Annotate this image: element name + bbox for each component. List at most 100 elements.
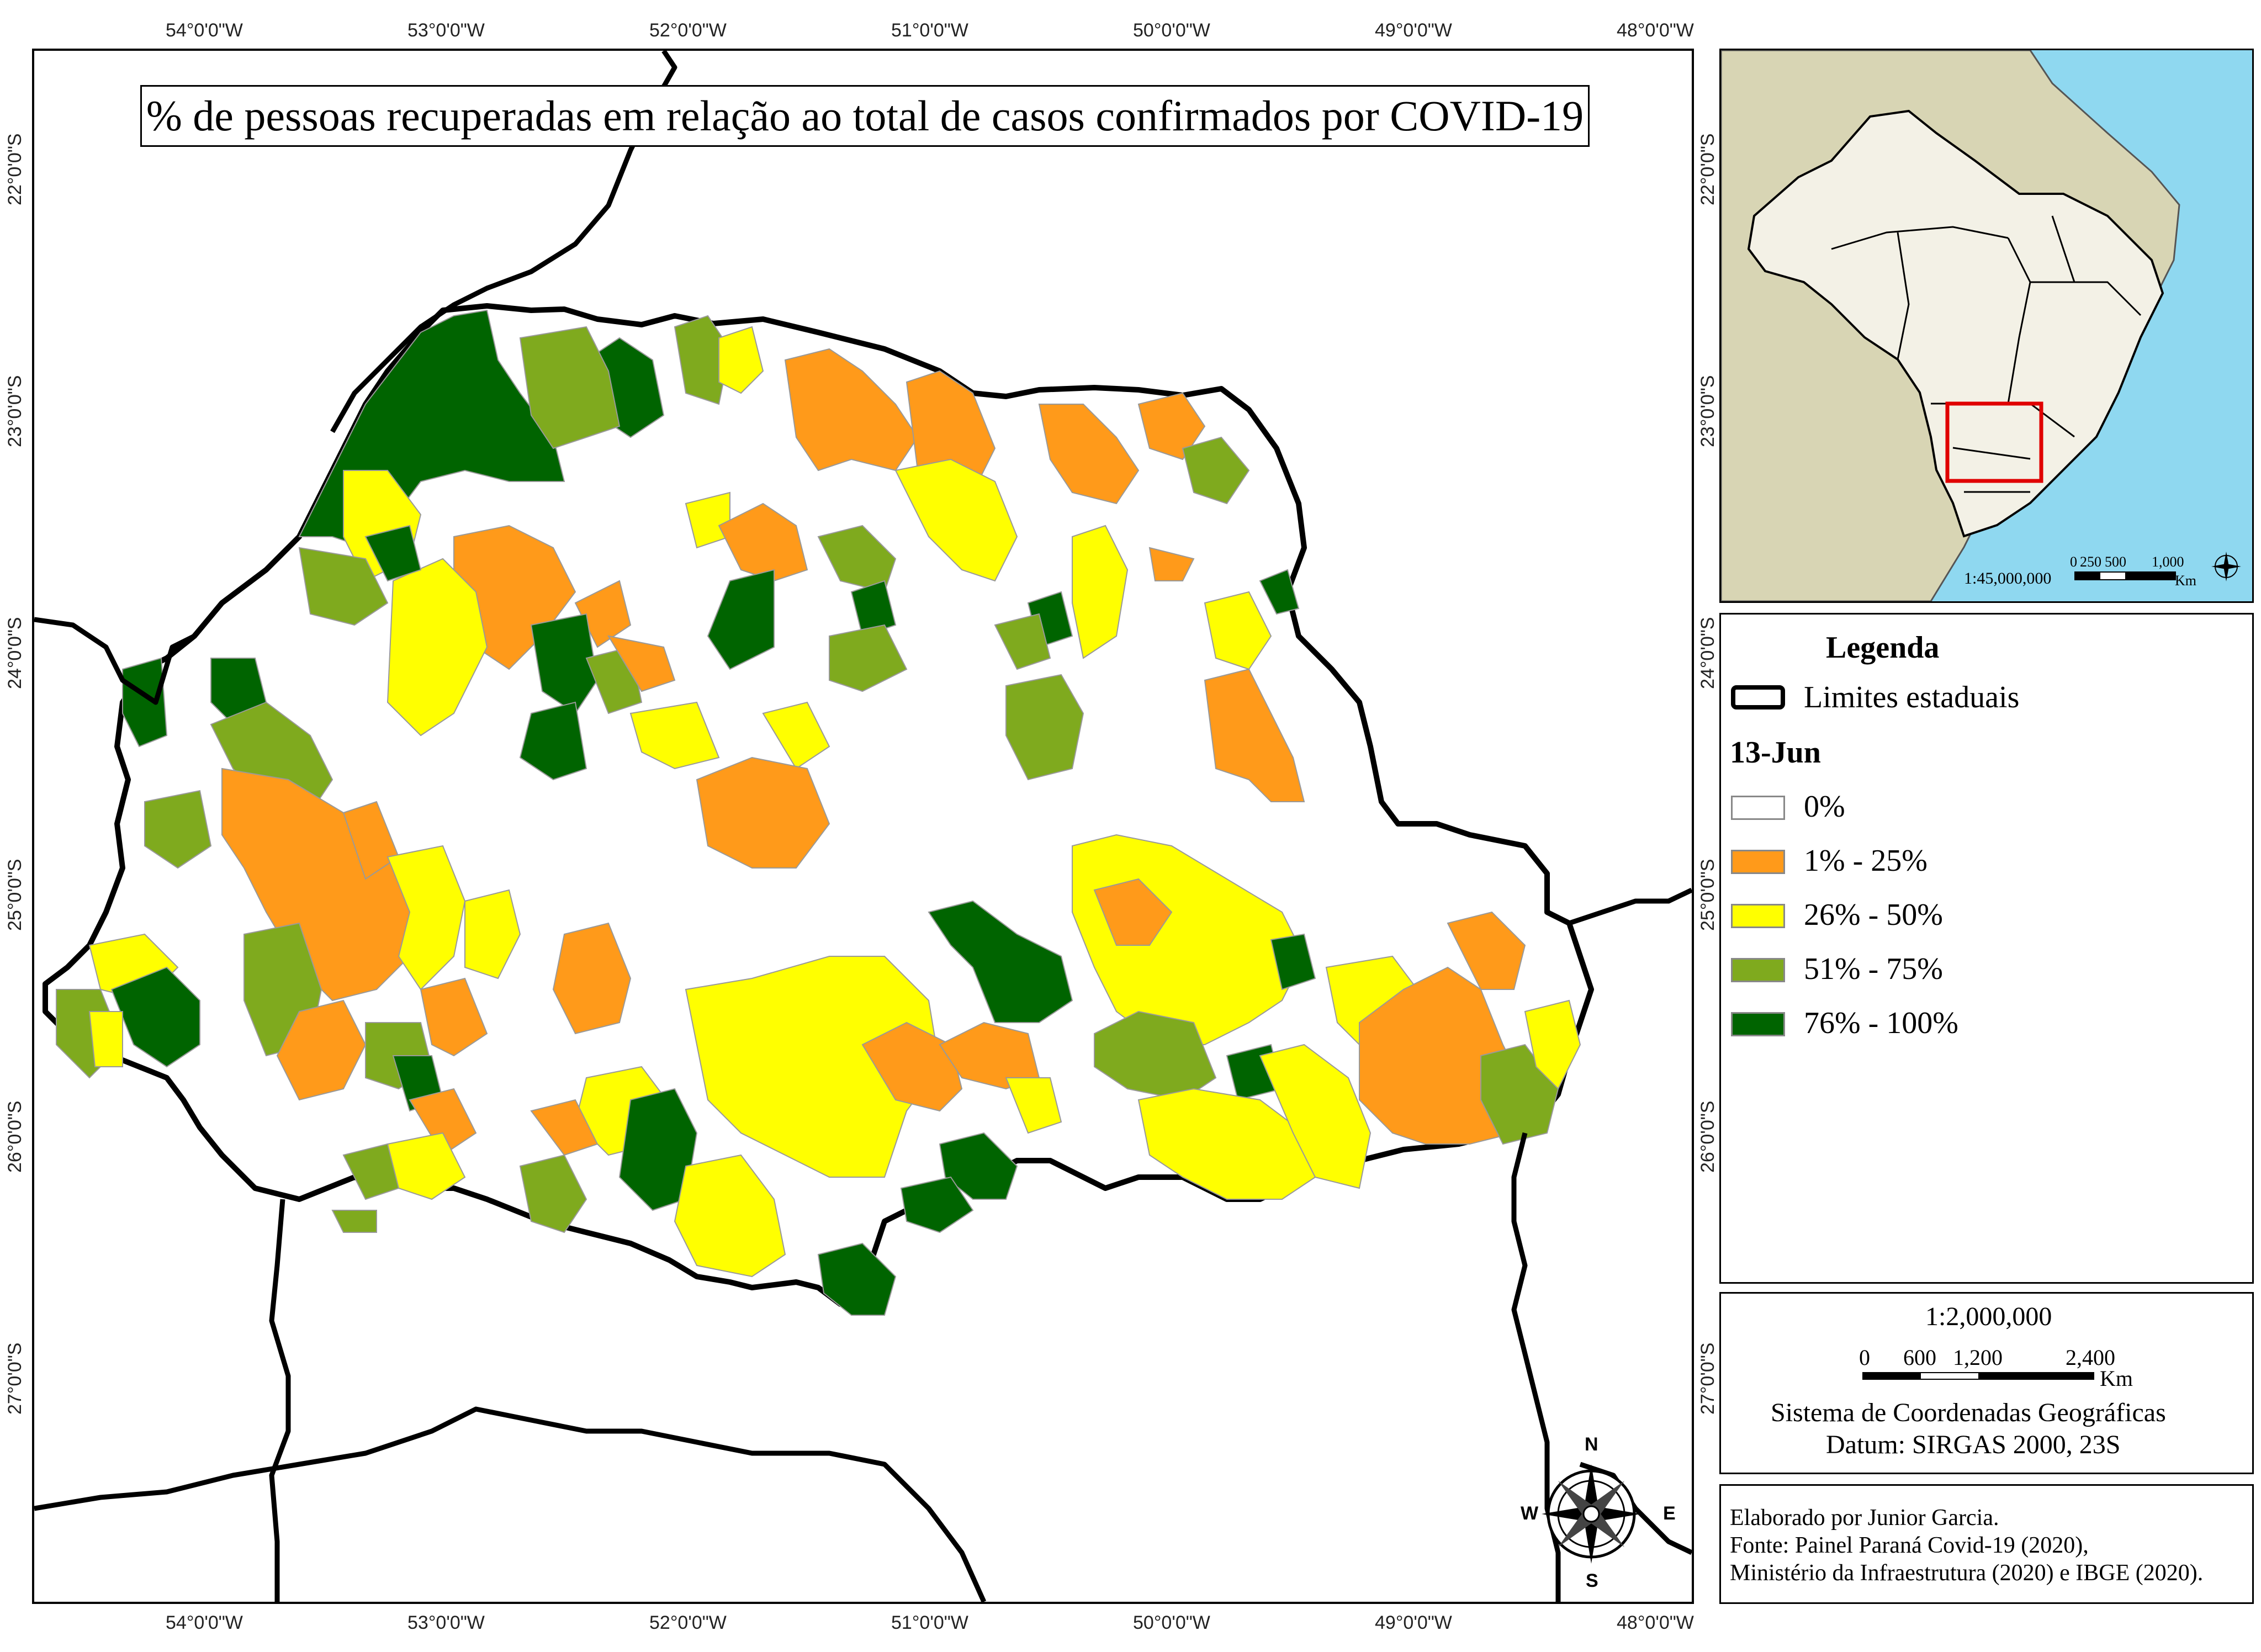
coastline-south — [1568, 887, 1692, 926]
legend-label-4: 76% - 100% — [1804, 1006, 1958, 1040]
region-yellow — [1005, 1077, 1062, 1134]
legend-swatch-3 — [1731, 958, 1785, 982]
brazil-state-lines — [1831, 215, 2142, 493]
study-area-highlight — [1945, 401, 2043, 483]
region-yellow — [1137, 1088, 1316, 1200]
compass-rose-icon — [1542, 1464, 1641, 1564]
region-darkgreen — [530, 613, 599, 714]
region-lightgreen — [331, 1210, 377, 1233]
scale-label-2: 1,200 — [1953, 1345, 2003, 1370]
region-yellow — [674, 1154, 786, 1278]
region-yellow — [1204, 591, 1272, 670]
crs-line1: Sistema de Coordenadas Geográficas — [1771, 1398, 2166, 1427]
credits-line1: Elaborado por Junior Garcia. — [1730, 1505, 1999, 1531]
region-lightgreen — [817, 525, 897, 593]
lat-tick: 24°0'0"S — [4, 617, 25, 689]
credits-line3: Ministério da Infraestrutura (2020) e IB… — [1730, 1560, 2204, 1586]
region-lightgreen — [298, 547, 389, 626]
region-orange — [718, 502, 808, 582]
lon-tick: 48°0'0"W — [1617, 20, 1694, 41]
credits-line2: Fonte: Painel Paraná Covid-19 (2020), — [1730, 1533, 2089, 1558]
scale-label-0: 0 — [1859, 1345, 1870, 1370]
region-yellow — [88, 1011, 123, 1067]
region-yellow — [1072, 525, 1129, 659]
legend-label-0: 0% — [1804, 790, 1845, 824]
boundary-label: Limites estaduais — [1804, 680, 2020, 714]
lon-tick: 53°0'0"W — [407, 1612, 485, 1633]
crs-line2: Datum: SIRGAS 2000, 23S — [1826, 1430, 2121, 1459]
lon-tick: 48°0'0"W — [1617, 1612, 1694, 1633]
region-yellow — [386, 558, 488, 737]
lat-tick: 27°0'0"S — [4, 1342, 25, 1415]
region-orange — [1204, 668, 1305, 802]
lat-tick: 23°0'0"S — [4, 375, 25, 447]
region-lightgreen — [1182, 436, 1250, 505]
lat-tick: 25°0'0"S — [1697, 859, 1718, 931]
region-yellow — [1259, 1044, 1372, 1189]
scale-label-3: 2,400 — [2066, 1345, 2115, 1370]
region-orange — [696, 756, 830, 869]
region-darkgreen — [519, 701, 587, 781]
region-orange — [784, 348, 919, 472]
lon-tick: 53°0'0"W — [407, 20, 485, 41]
region-yellow — [894, 458, 1018, 582]
compass-n-label: N — [1585, 1434, 1598, 1455]
region-darkgreen — [928, 900, 1073, 1023]
region-darkgreen — [1259, 569, 1300, 615]
legend-swatch-2 — [1731, 904, 1785, 928]
lon-tick: 51°0'0"W — [891, 1612, 968, 1633]
lon-tick: 54°0'0"W — [166, 20, 243, 41]
inset-scalebar-label-0: 0 — [2070, 554, 2077, 570]
inset-scalebar — [2074, 571, 2176, 580]
lat-tick: 22°0'0"S — [1697, 133, 1718, 205]
legend-date: 13-Jun — [1730, 735, 1821, 770]
region-orange — [861, 1021, 963, 1112]
legend-label-1: 1% - 25% — [1804, 844, 1928, 878]
legend-panel: Legenda Limites estaduais 13-Jun 0% 1% -… — [1719, 613, 2254, 1284]
inset-map-frame: 1:45,000,000 0 250 500 1,000 Km — [1719, 49, 2254, 603]
boundary-swatch — [1731, 685, 1785, 709]
region-yellow — [685, 956, 941, 1178]
map-title: % de pessoas recuperadas em relação ao t… — [140, 85, 1590, 147]
region-yellow — [718, 326, 764, 394]
inset-compass-icon — [2211, 552, 2241, 581]
compass-w-label: W — [1521, 1503, 1539, 1524]
legend-label-2: 26% - 50% — [1804, 898, 1943, 932]
legend-title: Legenda — [1826, 631, 1940, 665]
state-boundary-west-ms — [34, 617, 196, 705]
inset-scale-text: 1:45,000,000 — [1964, 569, 2052, 587]
main-map-frame: % de pessoas recuperadas em relação ao t… — [32, 49, 1694, 1604]
legend-swatch-1 — [1731, 850, 1785, 874]
lat-tick: 25°0'0"S — [4, 859, 25, 931]
lat-tick: 27°0'0"S — [1697, 1342, 1718, 1415]
inset-scalebar-label-2: 500 — [2105, 554, 2126, 570]
region-yellow — [629, 701, 720, 770]
lon-tick: 52°0'0"W — [649, 20, 727, 41]
region-orange — [607, 635, 676, 692]
lon-tick: 52°0'0"W — [649, 1612, 727, 1633]
scale-panel: 1:2,000,000 0 600 1,200 2,400 Km Sistema… — [1719, 1292, 2254, 1474]
region-orange — [1137, 392, 1206, 460]
region-yellow — [1524, 999, 1581, 1090]
region-yellow — [386, 845, 466, 991]
region-darkgreen — [122, 657, 168, 748]
region-darkgreen — [939, 1132, 1018, 1200]
inset-scalebar-label-3: 1,000 — [2152, 554, 2184, 570]
region-lightgreen — [994, 613, 1051, 670]
region-orange — [530, 1099, 599, 1156]
lat-tick: 26°0'0"S — [1697, 1100, 1718, 1173]
compass-s-label: S — [1586, 1570, 1598, 1591]
scalebar — [1862, 1372, 2094, 1380]
brazil-shape — [1747, 109, 2164, 538]
region-yellow — [762, 701, 830, 770]
region-orange — [276, 999, 367, 1101]
region-yellow — [386, 1132, 466, 1200]
lat-tick: 24°0'0"S — [1697, 617, 1718, 689]
inset-map — [1721, 50, 2252, 601]
credits-panel: Elaborado por Junior Garcia. Fonte: Pain… — [1719, 1484, 2254, 1604]
lat-tick: 23°0'0"S — [1697, 375, 1718, 447]
region-orange — [1038, 404, 1140, 505]
region-orange — [1093, 878, 1173, 946]
region-orange — [420, 977, 488, 1057]
region-orange — [1447, 911, 1526, 990]
